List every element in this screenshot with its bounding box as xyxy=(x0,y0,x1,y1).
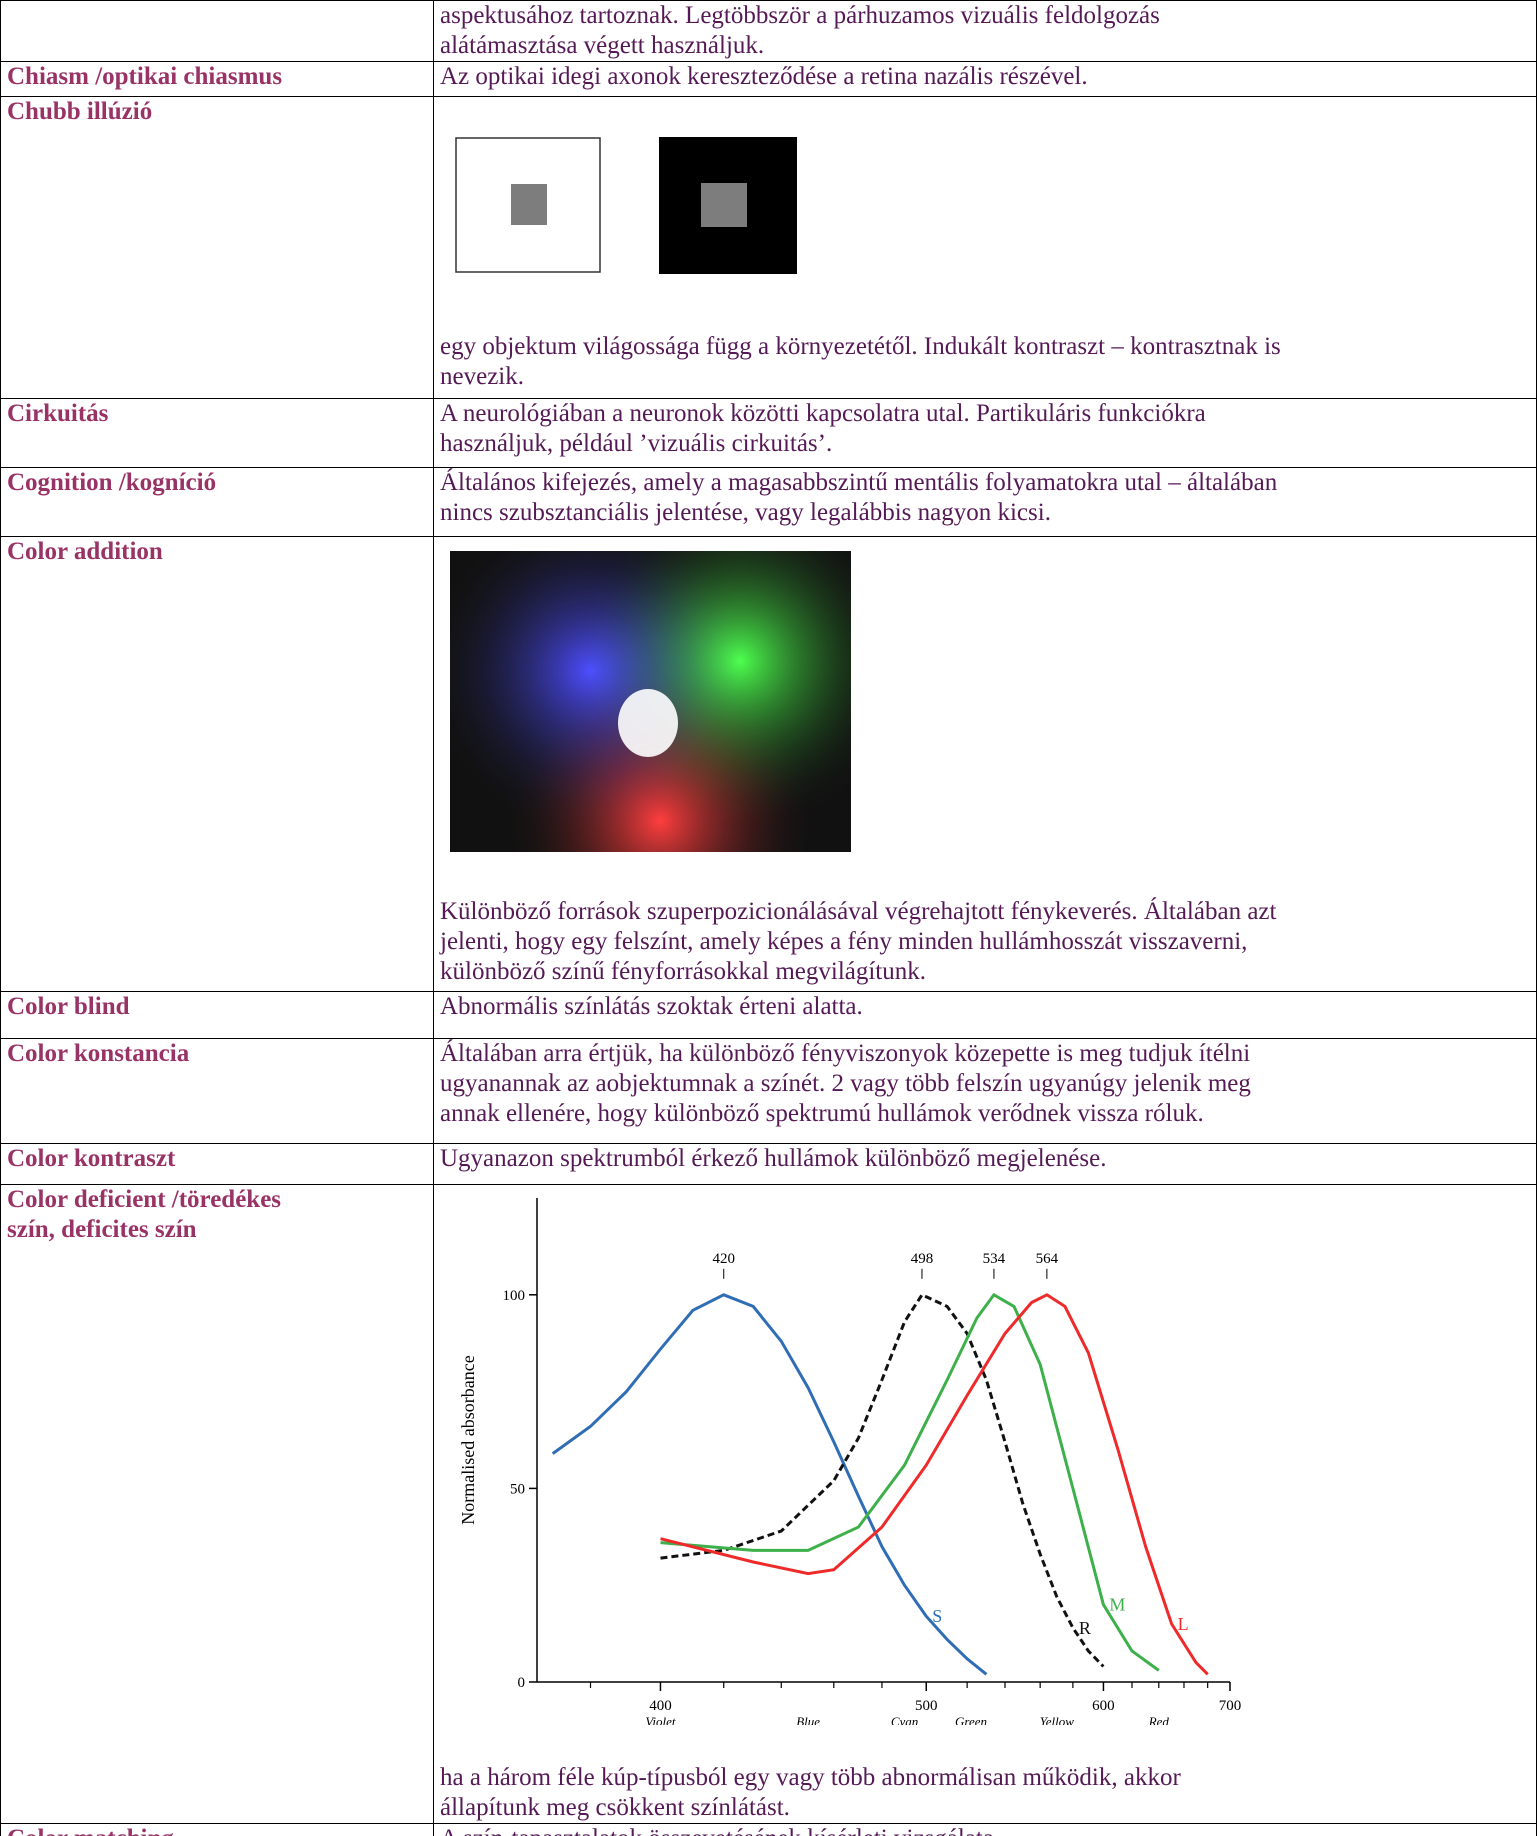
region-label: Cyan xyxy=(891,1714,918,1725)
term-cell: Cognition /kogníció xyxy=(1,468,434,537)
region-label: Blue xyxy=(796,1714,820,1725)
description: aspektusához tartoznak. Legtöbbször a pá… xyxy=(440,1,1530,31)
description-cell: egy objektum világossága függ a környeze… xyxy=(434,97,1537,399)
description-cell: A szín-tapasztalatok összevetésének kísé… xyxy=(434,1824,1537,1836)
peak-label: 534 xyxy=(983,1251,1006,1267)
term: Color kontraszt xyxy=(7,1144,427,1174)
term: Cognition /kogníció xyxy=(7,468,427,498)
x-tick-label: 500 xyxy=(915,1698,938,1714)
description: annak ellenére, hogy különböző spektrumú… xyxy=(440,1099,1530,1129)
term: Color blind xyxy=(7,992,427,1022)
peak-label: 498 xyxy=(911,1251,934,1267)
description: nincs szubsztanciális jelentése, vagy le… xyxy=(440,498,1530,528)
description: Ugyanazon spektrumból érkező hullámok kü… xyxy=(440,1144,1530,1174)
description: ha a három féle kúp-típusból egy vagy tö… xyxy=(440,1763,1530,1793)
glossary-row: Color matching A szín-tapasztalatok össze… xyxy=(1,1824,1537,1836)
curve-label: R xyxy=(1079,1618,1091,1638)
term-cell: Color kontraszt xyxy=(1,1144,434,1185)
term: Cirkuitás xyxy=(7,399,427,429)
chubb-figure xyxy=(440,97,1530,332)
description: különböző színű fényforrásokkal megvilág… xyxy=(440,957,1530,987)
glossary-row: Color addition Különböző források szuperp… xyxy=(1,537,1537,992)
description: Különböző források szuperpozicionálásáva… xyxy=(440,897,1530,927)
color-addition-image xyxy=(450,551,851,852)
description: nevezik. xyxy=(440,362,1530,392)
glossary-row: Color blind Abnormális színlátás szoktak … xyxy=(1,992,1537,1039)
description: Általános kifejezés, amely a magasabbszi… xyxy=(440,468,1530,498)
term-cell xyxy=(1,1,434,62)
description-cell: Általános kifejezés, amely a magasabbszi… xyxy=(434,468,1537,537)
term: Color konstancia xyxy=(7,1039,427,1069)
region-label: Red xyxy=(1148,1714,1170,1725)
term: Color addition xyxy=(7,537,427,567)
description-cell: aspektusához tartoznak. Legtöbbször a pá… xyxy=(434,1,1537,62)
glossary-row: Chiasm /optikai chiasmus Az optikai idegi… xyxy=(1,62,1537,97)
description-cell: A neurológiában a neuronok közötti kapcs… xyxy=(434,399,1537,468)
description-cell: Az optikai idegi axonok kereszteződése a… xyxy=(434,62,1537,97)
description: Az optikai idegi axonok kereszteződése a… xyxy=(440,62,1530,92)
glossary-row: Color konstancia Általában arra értjük, h… xyxy=(1,1039,1537,1144)
term-cell: Color addition xyxy=(1,537,434,992)
region-label: Violet xyxy=(645,1714,675,1725)
description: használjuk, például ’vizuális cirkuitás’… xyxy=(440,429,1530,459)
y-tick-label: 100 xyxy=(503,1288,526,1304)
term-cell: Color konstancia xyxy=(1,1039,434,1144)
region-label: Yellow xyxy=(1040,1714,1075,1725)
glossary-row: Cognition /kogníció Általános kifejezés, … xyxy=(1,468,1537,537)
description: alátámasztása végett használjuk. xyxy=(440,31,1530,61)
peak-label: 420 xyxy=(712,1251,735,1267)
peak-label: 564 xyxy=(1036,1251,1059,1267)
curve-label: L xyxy=(1178,1614,1189,1634)
curve-label: S xyxy=(932,1606,942,1626)
term-cell: Color matching xyxy=(1,1824,434,1836)
description-cell: Ugyanazon spektrumból érkező hullámok kü… xyxy=(434,1144,1537,1185)
description-cell: Különböző források szuperpozicionálásáva… xyxy=(434,537,1537,992)
term: Color deficient /töredékes xyxy=(7,1185,427,1215)
description: állapítunk meg csökkent színlátást. xyxy=(440,1793,1530,1823)
chart-figure: 0 50 100 400 500 600 700 Violet Blue Cyan Green Yel… xyxy=(440,1185,1530,1763)
term-cell: Color blind xyxy=(1,992,434,1039)
term: Chubb illúzió xyxy=(7,97,427,127)
term: szín, deficites szín xyxy=(7,1215,427,1245)
description: Általában arra értjük, ha különböző fény… xyxy=(440,1039,1530,1069)
description: ugyanannak az aobjektumnak a színét. 2 v… xyxy=(440,1069,1530,1099)
y-tick-label: 50 xyxy=(510,1481,525,1497)
term: Color matching xyxy=(7,1824,427,1836)
description: A szín-tapasztalatok összevetésének kísé… xyxy=(440,1824,1530,1836)
description-cell: 0 50 100 400 500 600 700 Violet Blue Cyan Green Yel… xyxy=(434,1185,1537,1824)
region-label: Green xyxy=(955,1714,987,1725)
curve xyxy=(661,1295,1159,1671)
y-axis-title: Normalised absorbance xyxy=(458,1355,478,1524)
absorbance-chart: 0 50 100 400 500 600 700 Violet Blue Cyan Green Yel… xyxy=(452,1195,1252,1725)
curve-label: M xyxy=(1109,1595,1125,1615)
description: A neurológiában a neuronok közötti kapcs… xyxy=(440,399,1530,429)
glossary-row: aspektusához tartoznak. Legtöbbször a pá… xyxy=(1,1,1537,62)
curve xyxy=(661,1295,1104,1667)
x-tick-label: 600 xyxy=(1092,1698,1115,1714)
page: aspektusához tartoznak. Legtöbbször a pá… xyxy=(0,0,1537,1836)
term-cell: Chiasm /optikai chiasmus xyxy=(1,62,434,97)
description-cell: Abnormális színlátás szoktak érteni alat… xyxy=(434,992,1537,1039)
description-cell: Általában arra értjük, ha különböző fény… xyxy=(434,1039,1537,1144)
x-tick-label: 400 xyxy=(649,1698,672,1714)
glossary-row: Color kontraszt Ugyanazon spektrumból érk… xyxy=(1,1144,1537,1185)
term-cell: Chubb illúzió xyxy=(1,97,434,399)
glossary-row: Cirkuitás A neurológiában a neuronok közö… xyxy=(1,399,1537,468)
description: jelenti, hogy egy felszínt, amely képes … xyxy=(440,927,1530,957)
y-tick-label: 0 xyxy=(518,1675,526,1691)
chubb-image xyxy=(455,137,815,337)
x-tick-label: 700 xyxy=(1219,1698,1242,1714)
color-addition-figure xyxy=(440,537,1530,897)
glossary-table: aspektusához tartoznak. Legtöbbször a pá… xyxy=(0,0,1537,1836)
description: Abnormális színlátás szoktak érteni alat… xyxy=(440,992,1530,1022)
term-cell: Cirkuitás xyxy=(1,399,434,468)
curve xyxy=(553,1295,987,1675)
term: Chiasm /optikai chiasmus xyxy=(7,62,427,92)
